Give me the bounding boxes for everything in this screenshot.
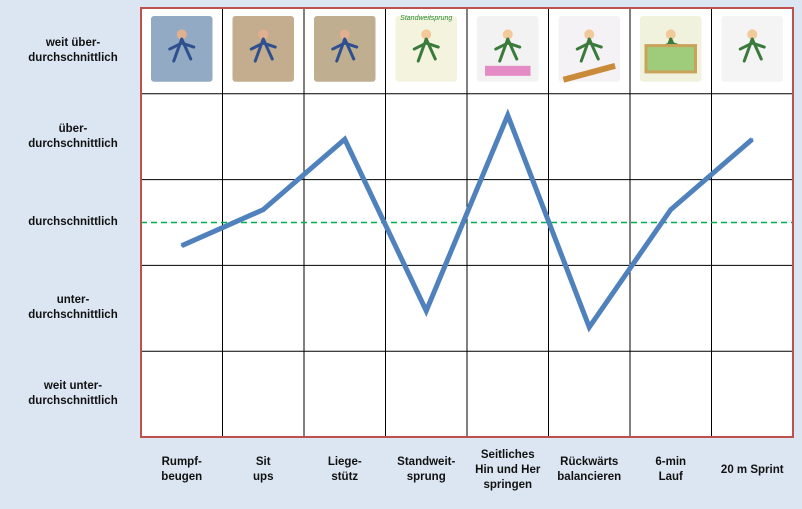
- standing-jump-drawing: [395, 16, 457, 82]
- data-point: [262, 208, 265, 211]
- series-line: [180, 108, 754, 333]
- data-point: [588, 326, 591, 329]
- data-point: [506, 114, 509, 117]
- x-tick-label: Rumpf- beugen: [161, 456, 203, 483]
- stretch-photo: [151, 16, 213, 82]
- data-point: [751, 138, 754, 141]
- y-tick-label: über- durchschnittlich: [28, 122, 118, 150]
- y-tick-label: durchschnittlich: [28, 216, 118, 228]
- data-point: [180, 244, 183, 247]
- data-point: [425, 309, 428, 312]
- x-tick-label: Standweit- sprung: [397, 456, 456, 483]
- x-tick-label: Sit ups: [253, 456, 274, 483]
- image-header-text: Standweitsprung: [400, 15, 452, 22]
- balance-drawing: [558, 16, 620, 83]
- data-point: [343, 138, 346, 141]
- y-tick-label: weit über- durchschnittlich: [28, 36, 118, 64]
- situp-photo: [232, 16, 294, 82]
- x-tick-label: 6-min Lauf: [655, 456, 687, 483]
- x-tick-label: Liege- stütz: [327, 456, 362, 483]
- plot-border: [140, 7, 794, 438]
- sprint-drawing: [721, 16, 783, 82]
- x-tick-label: Seitliches Hin und Her springen: [475, 448, 541, 491]
- y-tick-label: unter- durchschnittlich: [28, 294, 118, 322]
- x-tick-label: 20 m Sprint: [720, 463, 784, 476]
- data-point: [669, 208, 672, 211]
- x-tick-label: Rückwärts balancieren: [557, 456, 622, 483]
- pushup-photo: [314, 16, 376, 82]
- run-drawing: [640, 16, 702, 82]
- y-tick-label: weit unter- durchschnittlich: [28, 380, 118, 408]
- side-jump-drawing: [477, 16, 539, 82]
- exercise-pictures: [151, 16, 783, 83]
